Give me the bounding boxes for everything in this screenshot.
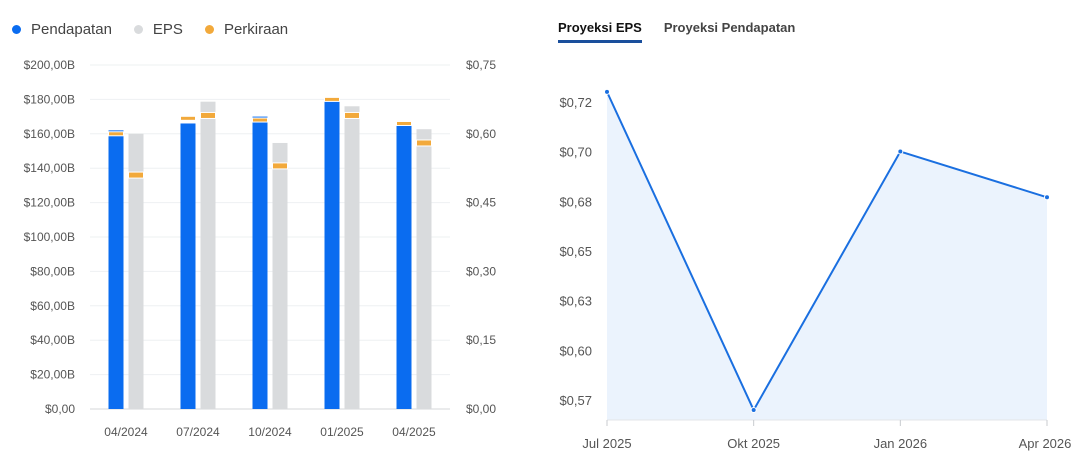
right-axis-tick-label: $0,15 (466, 333, 496, 347)
y-axis-tick-label: $0,60 (559, 343, 592, 358)
right-axis-tick-label: $0,45 (466, 196, 496, 210)
chart-legend: Pendapatan EPS Perkiraan (12, 18, 288, 40)
y-axis-tick-label: $0,70 (559, 145, 592, 160)
left-axis-tick-label: $40,00B (30, 333, 75, 347)
x-axis-tick-label: 04/2025 (392, 425, 436, 439)
eps-estimate-mark (272, 162, 288, 170)
revenue-bar (252, 116, 268, 409)
eps-bar (416, 129, 432, 410)
eps-bar (272, 142, 288, 409)
legend-dot-icon (204, 24, 214, 34)
x-axis-tick-label: 04/2024 (104, 425, 148, 439)
eps-estimate-mark (416, 139, 432, 147)
x-axis-tick-label: Okt 2025 (727, 436, 780, 451)
y-axis-tick-label: $0,68 (559, 194, 592, 209)
revenue-estimate-mark (108, 131, 124, 137)
legend-label: Pendapatan (31, 20, 112, 38)
y-axis-tick-label: $0,63 (559, 294, 592, 309)
legend-item-pendapatan[interactable]: Pendapatan (12, 21, 112, 38)
eps-bar (128, 133, 144, 410)
x-axis-tick-label: 07/2024 (176, 425, 220, 439)
projection-point (604, 88, 610, 95)
right-axis-tick-label: $0,75 (466, 58, 496, 72)
eps-projection-panel: Proyeksi EPS Proyeksi Pendapatan $0,57 $0… (520, 0, 1073, 470)
legend-item-eps[interactable]: EPS (133, 20, 183, 38)
left-axis-tick-label: $140,00B (24, 161, 75, 175)
right-axis-tick-label: $0,30 (466, 264, 496, 278)
x-axis-tick-label: 10/2024 (248, 425, 292, 439)
legend-item-perkiraan[interactable]: Perkiraan (204, 20, 289, 38)
bar-chart-svg: $0,00 $20,00B $40,00B $60,00B $80,00B $100,00… (24, 58, 497, 439)
revenue-bar (324, 99, 340, 410)
legend-dot-icon (133, 24, 143, 34)
eps-bar (200, 101, 216, 410)
revenue-bar (108, 130, 124, 410)
projection-tabs: Proyeksi EPS Proyeksi Pendapatan (558, 18, 795, 46)
legend-dot-icon (12, 24, 21, 34)
left-axis-tick-label: $200,00B (24, 58, 75, 72)
eps-estimate-mark (128, 171, 144, 179)
projection-area (607, 91, 1047, 420)
eps-projection-chart-svg: $0,57 $0,60 $0,63 $0,65 $0,68 $0,70 $0,72 Jul 2… (559, 88, 1072, 451)
projection-point (750, 407, 757, 414)
projection-point (1044, 194, 1050, 201)
left-axis-tick-label: $160,00B (24, 127, 75, 141)
projection-line (606, 91, 1048, 413)
eps-bar (344, 106, 360, 409)
eps-estimate-mark (344, 111, 360, 119)
tab-proyeksi-pendapatan[interactable]: Proyeksi Pendapatan (663, 20, 796, 35)
revenue-estimate-mark (180, 115, 196, 121)
y-axis-tick-label: $0,72 (559, 95, 592, 110)
x-axis-tick-label: 01/2025 (320, 425, 364, 439)
right-axis-tick-label: $0,60 (466, 127, 496, 141)
tab-proyeksi-eps[interactable]: Proyeksi EPS (558, 18, 642, 43)
revenue-estimate-mark (396, 120, 412, 126)
x-axis-tick-label: Apr 2026 (1019, 436, 1072, 451)
y-axis-tick-label: $0,65 (559, 244, 592, 259)
left-axis-tick-label: $100,00B (24, 230, 75, 244)
legend-label: EPS (152, 20, 183, 38)
projection-point (897, 148, 904, 155)
left-axis-tick-label: $180,00B (24, 92, 75, 106)
legend-label: Perkiraan (223, 20, 289, 38)
x-axis-tick-label: Jul 2025 (582, 436, 631, 451)
left-axis-tick-label: $60,00B (30, 299, 75, 313)
revenue-eps-chart: Pendapatan EPS Perkiraan $0,00 $20,00B $40… (0, 0, 520, 470)
left-axis-tick-label: $120,00B (24, 196, 75, 210)
revenue-bar (180, 123, 196, 409)
left-axis-tick-label: $80,00B (30, 264, 75, 278)
x-axis-tick-label: Jan 2026 (874, 436, 928, 451)
right-axis-tick-label: $0,00 (466, 402, 496, 416)
left-axis-tick-label: $0,00 (45, 402, 75, 416)
revenue-estimate-mark (252, 117, 268, 123)
left-axis-tick-label: $20,00B (30, 368, 75, 382)
revenue-estimate-mark (324, 96, 340, 102)
eps-estimate-mark (200, 111, 216, 119)
revenue-bar (396, 123, 412, 409)
y-axis-tick-label: $0,57 (559, 393, 592, 408)
